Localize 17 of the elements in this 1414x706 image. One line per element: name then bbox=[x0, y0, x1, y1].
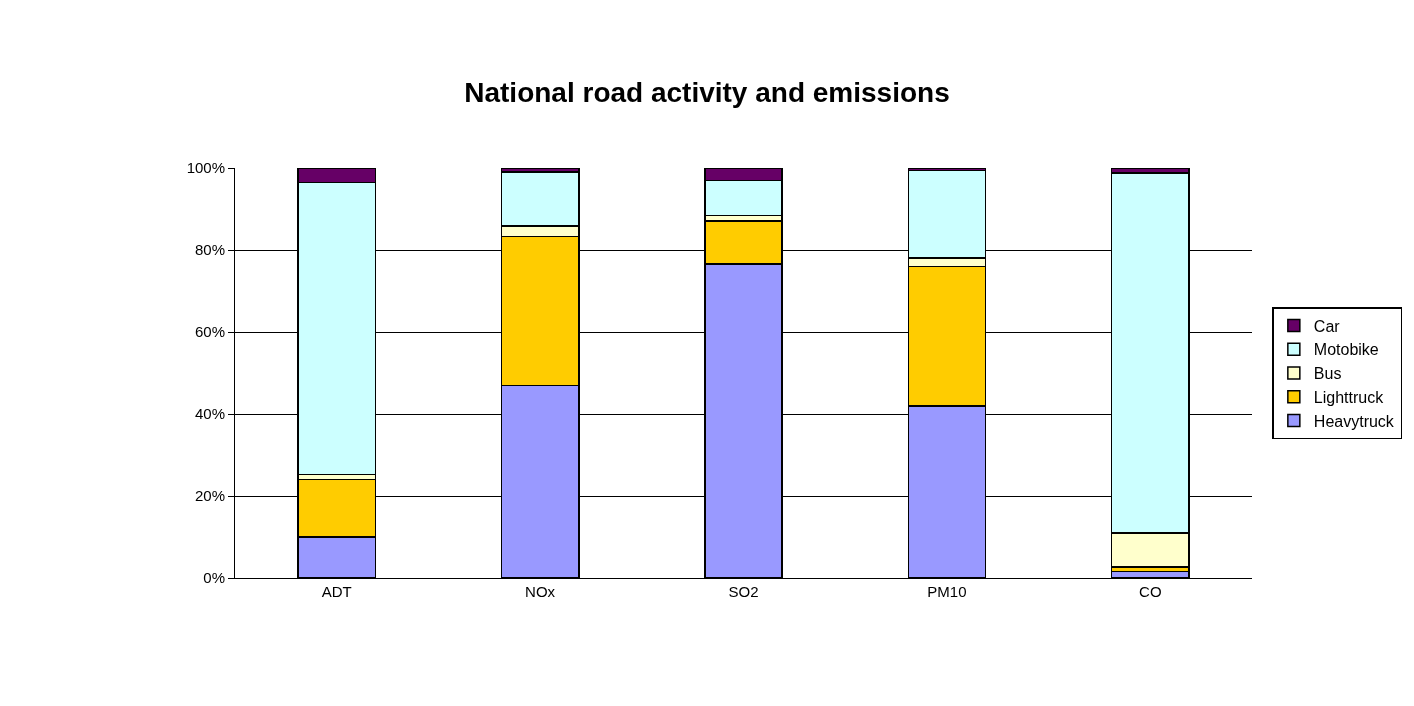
y-tick-label: 100% bbox=[186, 159, 225, 177]
legend-label: Bus bbox=[1313, 365, 1342, 383]
y-tick-label: 20% bbox=[194, 487, 225, 505]
legend-label: Motobike bbox=[1313, 341, 1379, 359]
chart-title: National road activity and emissions bbox=[464, 76, 950, 108]
x-tick-label: SO2 bbox=[728, 583, 759, 600]
legend-label: Heavytruck bbox=[1313, 412, 1395, 430]
x-tick-label: NOx bbox=[525, 583, 556, 600]
y-tick-label: 80% bbox=[194, 241, 225, 259]
y-tick-label: 0% bbox=[203, 569, 225, 587]
y-tick-label: 60% bbox=[194, 323, 225, 341]
x-tick-label: CO bbox=[1139, 583, 1162, 600]
x-tick-label: PM10 bbox=[927, 583, 967, 600]
legend-label: Lighttruck bbox=[1313, 389, 1385, 407]
y-tick-label: 40% bbox=[194, 405, 225, 423]
legend-label: Car bbox=[1313, 317, 1341, 335]
x-tick-label: ADT bbox=[321, 583, 352, 600]
